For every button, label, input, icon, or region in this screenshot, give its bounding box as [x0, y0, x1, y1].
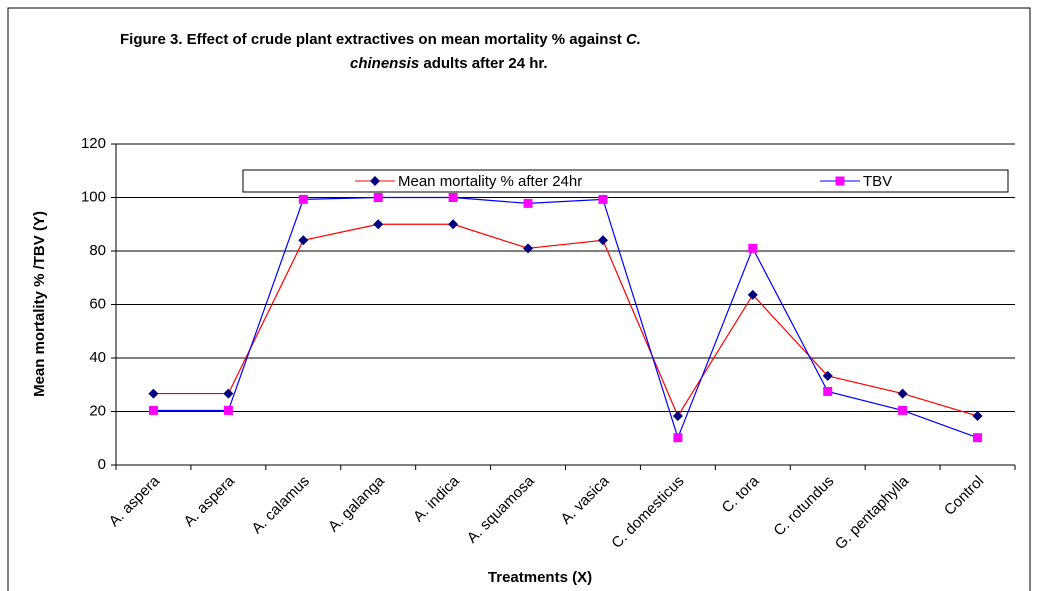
- marker: [597, 235, 608, 246]
- marker: [298, 194, 308, 204]
- marker: [523, 198, 533, 208]
- marker: [823, 386, 833, 396]
- legend-label: TBV: [863, 173, 892, 190]
- legend-box: [242, 169, 1009, 193]
- y-tick-label: 40: [89, 349, 106, 366]
- y-tick-label: 20: [89, 402, 106, 419]
- title-part: Figure 3. Effect of crude plant extracti…: [120, 31, 622, 48]
- marker: [448, 193, 458, 202]
- title-part: C.: [626, 31, 641, 48]
- title-part: adults after 24 hr.: [423, 55, 547, 72]
- series-line: [153, 223, 978, 418]
- marker: [897, 388, 908, 399]
- marker: [223, 405, 233, 415]
- marker: [373, 219, 384, 230]
- marker: [822, 370, 833, 381]
- marker: [523, 243, 534, 254]
- marker: [448, 219, 459, 230]
- marker: [223, 388, 234, 399]
- series-line: [153, 196, 978, 440]
- marker: [748, 243, 758, 253]
- marker: [373, 193, 383, 202]
- marker: [598, 194, 608, 204]
- marker: [298, 235, 309, 246]
- y-tick-label: 100: [81, 188, 106, 205]
- y-tick-label: 60: [89, 295, 106, 312]
- y-tick-label: 120: [81, 135, 106, 152]
- marker: [148, 405, 158, 415]
- y-axis-title: Mean mortality % /TBV (Y): [31, 211, 48, 397]
- marker: [672, 411, 683, 422]
- title-part: chinensis: [350, 55, 419, 72]
- marker: [973, 433, 983, 443]
- marker: [370, 176, 380, 186]
- marker: [898, 405, 908, 415]
- chart-title: Figure 3. Effect of crude plant extracti…: [120, 31, 641, 48]
- y-tick-label: 0: [98, 456, 106, 473]
- marker: [835, 176, 845, 186]
- marker: [673, 433, 683, 443]
- marker: [972, 411, 983, 422]
- legend-label: Mean mortality % after 24hr: [398, 173, 582, 190]
- chart-title: chinensis adults after 24 hr.: [350, 55, 548, 72]
- x-axis-title: Treatments (X): [488, 569, 592, 586]
- marker: [148, 388, 159, 399]
- marker: [747, 289, 758, 300]
- y-tick-label: 80: [89, 242, 106, 259]
- chart-border: [7, 7, 1031, 591]
